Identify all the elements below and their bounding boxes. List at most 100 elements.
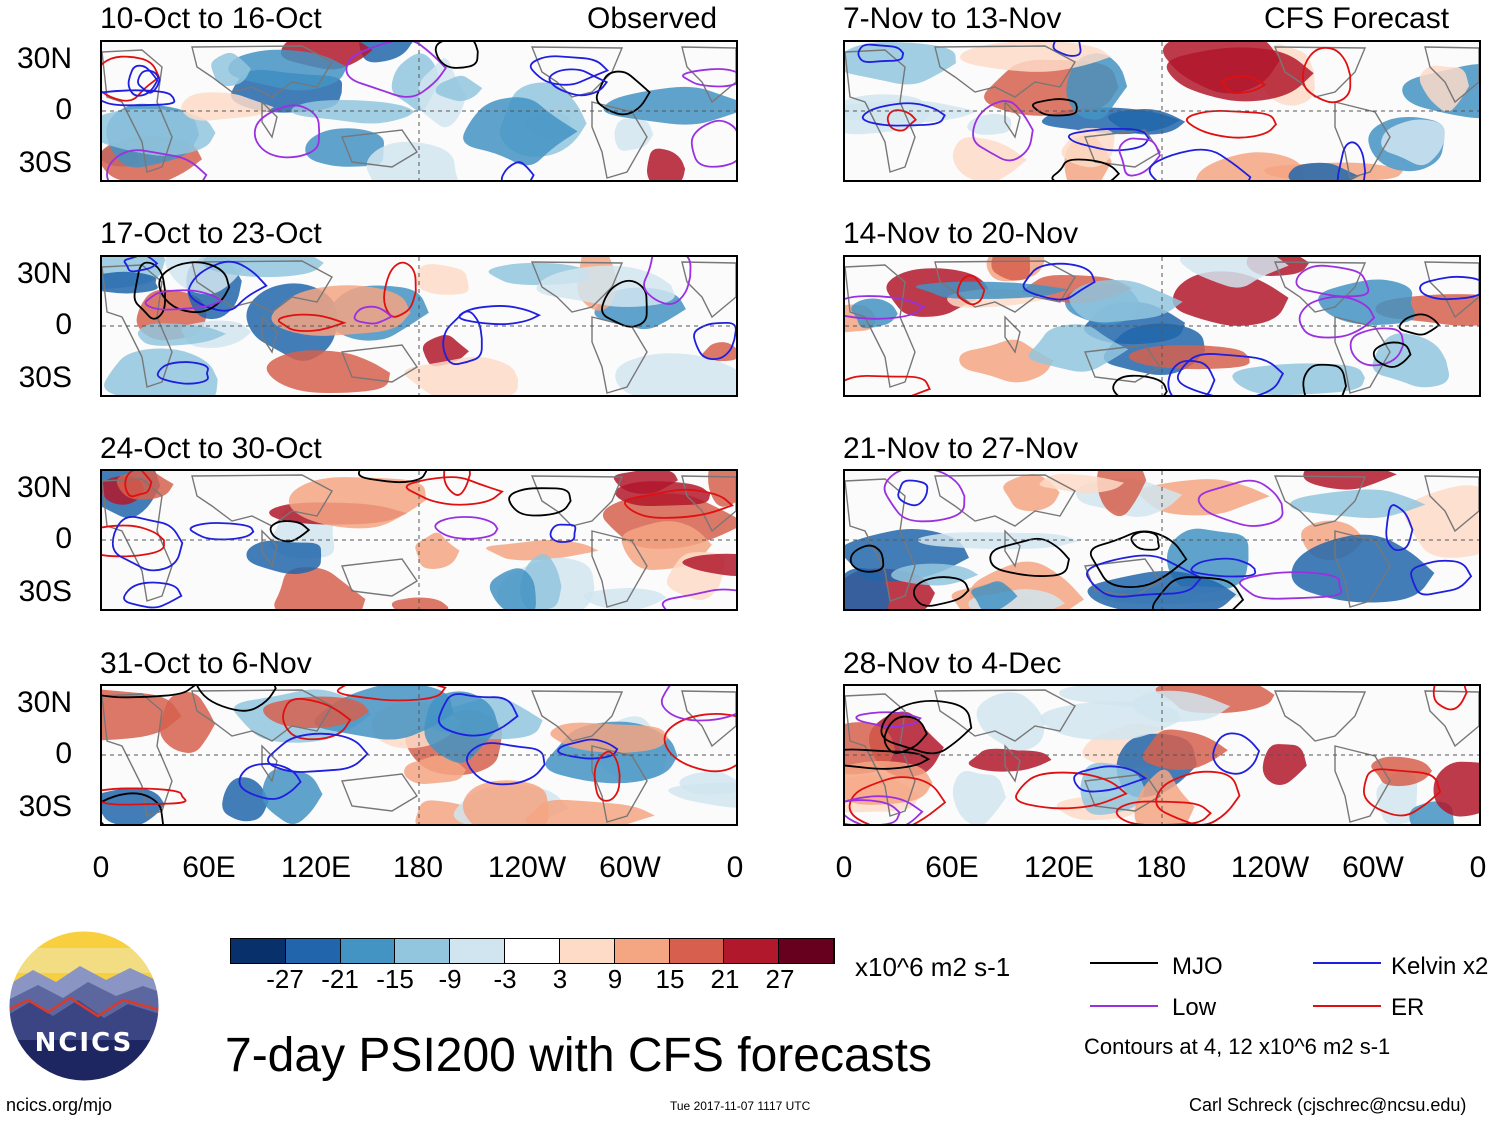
- panel-title: 24-Oct to 30-Oct: [100, 432, 322, 465]
- coastline: [1273, 261, 1367, 313]
- colorbar-swatch: [779, 939, 834, 963]
- contour-line: [595, 70, 651, 116]
- contour-line: [880, 699, 973, 755]
- contour-line: [956, 274, 986, 306]
- anomaly-shading: [976, 692, 1045, 751]
- coastline: [341, 344, 418, 383]
- anomaly-shading: [536, 265, 675, 307]
- x-tick-label: 120E: [280, 851, 352, 884]
- contour-line: [855, 711, 922, 728]
- x-tick-label: 120E: [1023, 851, 1095, 884]
- contour-line: [442, 310, 483, 366]
- anomaly-shading: [1180, 257, 1289, 288]
- contour-line: [434, 516, 499, 540]
- contour-line: [624, 488, 734, 519]
- y-tick-label: 30N: [16, 257, 72, 290]
- anomaly-shading: [1433, 761, 1479, 817]
- contour-line: [1086, 554, 1203, 598]
- contour-line: [883, 715, 928, 754]
- contour-line: [682, 68, 736, 88]
- contour-line: [267, 732, 369, 773]
- coastline: [591, 101, 648, 179]
- contour-line: [1022, 262, 1096, 301]
- legend-label-low: Low: [1172, 994, 1217, 1021]
- anomaly-shading: [891, 563, 979, 586]
- contour-line: [1031, 98, 1078, 117]
- anomaly-shading: [1128, 345, 1250, 370]
- colorbar-swatches: [230, 938, 835, 964]
- coastline: [845, 264, 916, 388]
- contour-line: [127, 64, 159, 97]
- anomaly-shading: [486, 539, 599, 561]
- anomaly-shading: [422, 334, 469, 367]
- coastline: [102, 693, 173, 817]
- contour-line: [529, 55, 610, 86]
- contour-line: [897, 479, 929, 507]
- anomaly-shading: [222, 777, 269, 822]
- colorbar-units: x10^6 m2 s-1: [855, 952, 1011, 982]
- anomaly-shading: [1289, 489, 1426, 519]
- coastline: [530, 261, 624, 313]
- contour-line: [282, 697, 352, 741]
- panel-title: 10-Oct to 16-Oct: [100, 2, 322, 35]
- anomaly-shading: [274, 567, 366, 609]
- contour-line: [336, 686, 447, 702]
- coastline: [1424, 690, 1479, 748]
- contour-line: [102, 686, 196, 699]
- coastline: [261, 744, 278, 783]
- anomaly-shading: [1041, 107, 1181, 135]
- y-tick-label: 30S: [18, 146, 72, 179]
- contour-line: [1112, 374, 1168, 395]
- contour-line: [102, 524, 165, 558]
- footer-author: Carl Schreck (cjschrec@ncsu.edu): [1189, 1095, 1467, 1115]
- coastline: [261, 529, 278, 568]
- coastline: [530, 475, 624, 527]
- coastline: [934, 45, 1076, 98]
- coastline: [681, 261, 736, 319]
- anomaly-shading: [181, 92, 274, 121]
- y-tick-label: 30N: [16, 471, 72, 504]
- anomaly-shading: [708, 471, 736, 507]
- contour-line: [144, 289, 224, 311]
- contour-line: [1176, 353, 1285, 395]
- coastline: [1273, 475, 1367, 527]
- contour-line: [845, 799, 901, 824]
- anomaly-shading: [1381, 119, 1445, 166]
- contour-line: [1432, 686, 1468, 711]
- coastline: [1084, 129, 1161, 168]
- logo-image: [8, 930, 160, 1082]
- contour-line: [405, 476, 504, 506]
- contour-line: [434, 42, 479, 69]
- anomaly-shading: [647, 148, 686, 180]
- map-panel: [100, 255, 738, 397]
- coastline: [1334, 316, 1391, 394]
- anomaly-shading: [1028, 324, 1129, 372]
- contour-line: [1410, 559, 1473, 596]
- coastline: [934, 260, 1076, 313]
- anomaly-shading: [1039, 474, 1125, 494]
- coastline: [1424, 475, 1479, 533]
- map-panel: [100, 469, 738, 611]
- anomaly-shading: [305, 128, 385, 167]
- panel-title: 31-Oct to 6-Nov: [100, 647, 312, 680]
- contour-line: [111, 515, 184, 572]
- contour-line: [1239, 571, 1343, 600]
- x-tick-label: 0: [1469, 851, 1487, 884]
- x-tick-label: 60W: [599, 851, 661, 884]
- coastline: [591, 745, 648, 823]
- contour-line: [557, 738, 619, 760]
- coastline: [102, 478, 173, 602]
- anomaly-shading: [952, 770, 1006, 824]
- colorbar-swatch: [724, 939, 780, 963]
- coastline: [341, 129, 418, 168]
- coastline: [681, 46, 736, 104]
- x-tick-label: 0: [92, 851, 110, 884]
- anomaly-shading: [550, 722, 669, 753]
- contour-line: [1155, 770, 1241, 824]
- contour-line: [269, 520, 311, 543]
- coastline: [1424, 46, 1479, 104]
- legend-line-mjo: [1090, 962, 1158, 964]
- anomaly-shading: [1172, 271, 1289, 326]
- panel-title: 17-Oct to 23-Oct: [100, 217, 322, 250]
- anomaly-shading: [211, 52, 251, 87]
